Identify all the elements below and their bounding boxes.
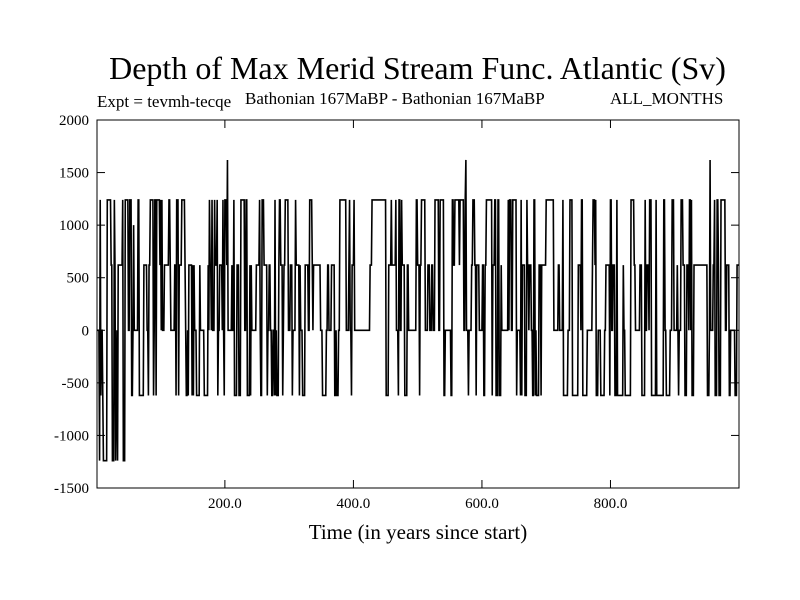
run-label: Bathonian 167MaBP - Bathonian 167MaBP [245, 89, 545, 108]
y-tick-label: -1000 [54, 428, 89, 444]
y-axis: -1500 -1000 -500 0 500 1000 1500 2000 [54, 113, 739, 497]
y-tick-label: 500 [67, 271, 90, 287]
x-tick-label: 400.0 [337, 496, 371, 512]
x-tick-label: 200.0 [208, 496, 242, 512]
x-tick-label: 600.0 [465, 496, 499, 512]
series-line [97, 159, 739, 462]
x-axis: 200.0 400.0 600.0 800.0 [208, 120, 627, 512]
chart-title: Depth of Max Merid Stream Func. Atlantic… [109, 50, 726, 86]
experiment-label: Expt = tevmh-tecqe [97, 92, 232, 111]
x-axis-title: Time (in years since start) [308, 520, 528, 544]
y-tick-label: 0 [82, 323, 90, 339]
y-tick-label: -500 [62, 376, 90, 392]
period-label: ALL_MONTHS [610, 89, 724, 108]
y-tick-label: 2000 [59, 113, 89, 129]
y-tick-label: -1500 [54, 481, 89, 497]
y-tick-label: 1000 [59, 218, 89, 234]
y-tick-label: 1500 [59, 166, 89, 182]
x-tick-label: 800.0 [594, 496, 628, 512]
plot-frame [96, 119, 740, 489]
